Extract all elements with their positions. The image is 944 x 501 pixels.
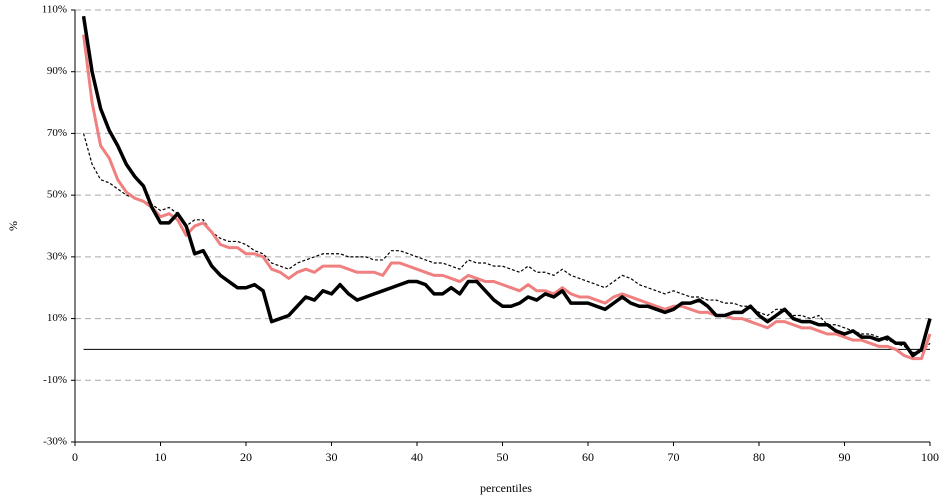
y-tick-label: -30%	[43, 436, 67, 448]
x-tick-label: 80	[753, 450, 765, 464]
x-axis-label: percentiles	[480, 481, 532, 495]
x-tick-label: 10	[155, 450, 167, 464]
y-tick-label: 30%	[47, 250, 67, 262]
series-line	[82, 34, 932, 361]
y-tick-label: 70%	[47, 127, 67, 139]
y-tick-label: 50%	[47, 189, 67, 201]
x-tick-label: 40	[411, 450, 423, 464]
x-tick-label: 0	[72, 450, 78, 464]
y-tick-label: 90%	[47, 65, 67, 77]
x-tick-label: 30	[326, 450, 338, 464]
series-line	[82, 133, 931, 354]
x-tick-label: 70	[668, 450, 680, 464]
y-axis-label: %	[6, 221, 20, 231]
y-tick-label: 10%	[47, 312, 67, 324]
y-tick-label: 110%	[42, 4, 67, 16]
x-tick-label: 20	[240, 450, 252, 464]
x-tick-label: 60	[582, 450, 594, 464]
y-tick-label: -10%	[43, 374, 67, 386]
x-tick-label: 90	[839, 450, 851, 464]
series-line	[81, 15, 932, 358]
x-tick-label: 100	[921, 450, 939, 464]
x-tick-label: 50	[497, 450, 509, 464]
